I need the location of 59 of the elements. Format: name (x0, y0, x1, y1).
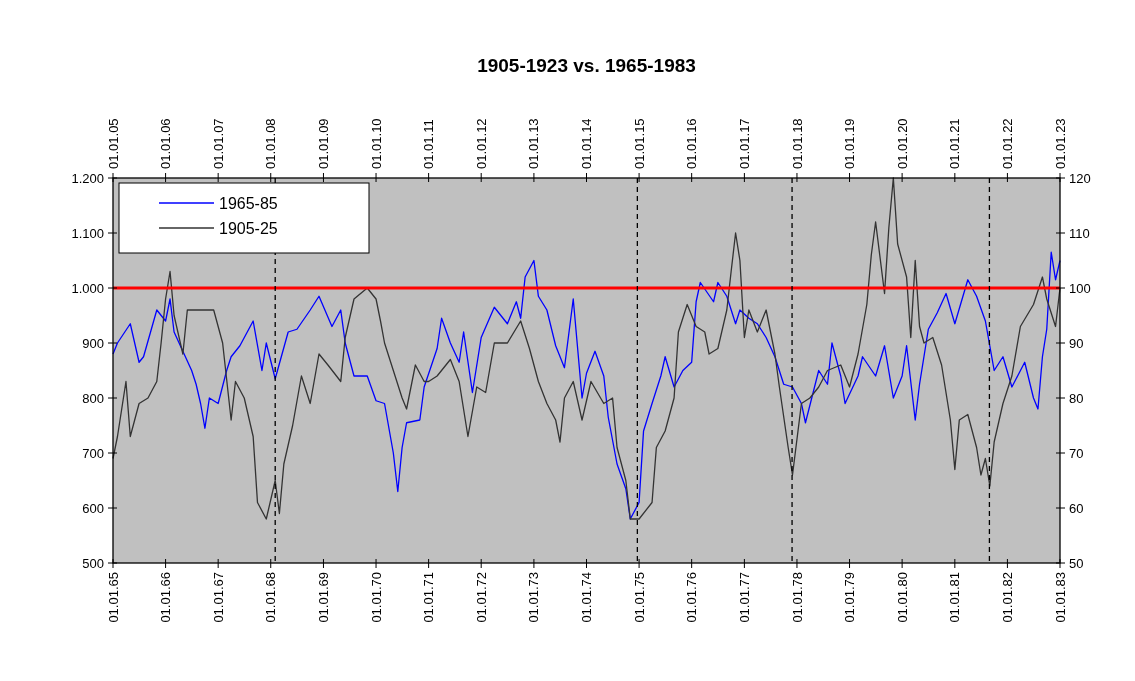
x-tick-label: 01.01.80 (894, 572, 910, 623)
chart-title: 1905-1923 vs. 1965-1983 (477, 55, 696, 76)
x2-tick-label: 01.01.06 (158, 118, 174, 169)
y-tick-label: 600 (82, 500, 104, 516)
x2-tick-label: 01.01.15 (631, 118, 647, 169)
x-tick-label: 01.01.75 (631, 572, 647, 623)
y2-tick-label: 80 (1069, 390, 1084, 406)
x2-tick-label: 01.01.21 (947, 118, 963, 169)
x2-tick-label: 01.01.14 (579, 118, 595, 169)
y2-tick-label: 100 (1069, 280, 1091, 296)
y-tick-label: 900 (82, 335, 104, 351)
x-tick-label: 01.01.66 (158, 572, 174, 623)
x2-tick-label: 01.01.13 (526, 118, 542, 169)
x-tick-label: 01.01.79 (842, 572, 858, 623)
y-tick-label: 1.100 (71, 225, 104, 241)
x-tick-label: 01.01.83 (1052, 572, 1068, 623)
x-tick-label: 01.01.82 (999, 572, 1015, 623)
x-tick-label: 01.01.68 (263, 572, 279, 623)
y2-tick-label: 60 (1069, 500, 1084, 516)
y2-tick-label: 90 (1069, 335, 1084, 351)
legend-label: 1965-85 (219, 194, 278, 212)
x2-tick-label: 01.01.09 (316, 118, 332, 169)
x2-tick-label: 01.01.11 (421, 119, 437, 169)
x2-tick-label: 01.01.08 (263, 118, 279, 169)
x2-tick-label: 01.01.19 (842, 118, 858, 169)
x2-tick-label: 01.01.05 (105, 118, 121, 169)
y-tick-label: 800 (82, 390, 104, 406)
y2-tick-label: 110 (1069, 225, 1090, 241)
x-tick-label: 01.01.71 (421, 572, 437, 623)
line-series (112, 251, 1061, 520)
x-tick-label: 01.01.76 (684, 572, 700, 623)
x2-tick-label: 01.01.22 (999, 118, 1015, 169)
y-tick-label: 1.000 (71, 280, 104, 296)
x2-tick-label: 01.01.23 (1052, 118, 1068, 169)
x-tick-label: 01.01.65 (105, 572, 121, 623)
x2-tick-label: 01.01.20 (894, 118, 910, 169)
x-tick-label: 01.01.73 (526, 572, 542, 623)
y-tick-label: 1.200 (71, 170, 104, 186)
y-tick-label: 700 (82, 445, 104, 461)
x-tick-label: 01.01.81 (947, 572, 963, 623)
y2-tick-label: 120 (1069, 170, 1091, 186)
x-tick-label: 01.01.78 (789, 572, 805, 623)
line-series (112, 177, 1061, 520)
x2-tick-label: 01.01.07 (210, 118, 226, 169)
y-tick-label: 500 (82, 555, 104, 571)
y2-tick-label: 50 (1069, 555, 1084, 571)
x2-tick-label: 01.01.18 (789, 118, 805, 169)
x-tick-label: 01.01.67 (210, 572, 226, 623)
x-tick-label: 01.01.74 (579, 572, 595, 623)
legend-label: 1905-25 (219, 219, 278, 237)
x-tick-label: 01.01.70 (368, 572, 384, 623)
y2-tick-label: 70 (1069, 445, 1084, 461)
x2-tick-label: 01.01.12 (473, 118, 489, 169)
x2-tick-label: 01.01.17 (736, 118, 752, 169)
x-tick-label: 01.01.77 (736, 572, 752, 623)
x2-tick-label: 01.01.16 (684, 118, 700, 169)
x-tick-label: 01.01.72 (473, 572, 489, 623)
x2-tick-label: 01.01.10 (368, 118, 384, 169)
x-tick-label: 01.01.69 (316, 572, 332, 623)
